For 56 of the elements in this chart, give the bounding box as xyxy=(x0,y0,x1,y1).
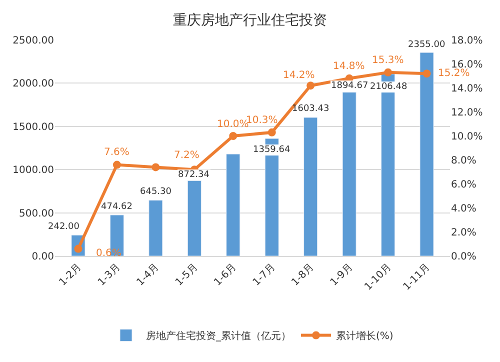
bar xyxy=(148,200,163,256)
y2-tick-label: 6.0% xyxy=(451,180,476,190)
legend-label: 累计增长(%) xyxy=(336,330,394,342)
y2-tick-label: 14.0% xyxy=(451,84,483,94)
legend-label: 房地产住宅投资_累计值（亿元） xyxy=(146,330,291,342)
y2-tick-label: 4.0% xyxy=(451,204,476,214)
data-label: 242.00 xyxy=(48,222,80,232)
point xyxy=(152,163,160,172)
data-label: 0.6% xyxy=(96,248,122,259)
chart-title: 重庆房地产行业住宅投资 xyxy=(173,12,327,28)
bar xyxy=(187,180,202,256)
x-tick-label: 1-2月 xyxy=(57,262,84,288)
y-tick-label: 2000.00 xyxy=(12,78,54,90)
y2-tick-label: 12.0% xyxy=(451,108,483,118)
y2-tick-label: 18.0% xyxy=(451,36,483,46)
x-tick-label: 1-6月 xyxy=(212,262,239,288)
point xyxy=(384,68,392,76)
bar xyxy=(420,52,434,256)
data-label: 10.0% xyxy=(217,119,249,130)
data-label: 1359.64 xyxy=(253,145,290,155)
x-tick-label: 1-9月 xyxy=(328,262,355,288)
x-tick-label: 1-3月 xyxy=(96,262,123,288)
data-label: 2106.48 xyxy=(370,82,408,92)
data-label: 1894.67 xyxy=(331,81,368,91)
y-tick-label: 1000.00 xyxy=(12,165,54,176)
point xyxy=(306,82,315,90)
bar xyxy=(304,117,318,256)
data-label: 7.6% xyxy=(104,147,130,158)
bar xyxy=(342,92,356,256)
y-tick-label: 1500.00 xyxy=(12,122,54,133)
y2-tick-label: 8.0% xyxy=(451,156,476,166)
data-label: 1603.43 xyxy=(292,104,330,114)
y-tick-label: 2500.00 xyxy=(12,36,54,46)
data-label: 474.62 xyxy=(101,202,132,212)
data-label: 7.2% xyxy=(174,150,200,161)
point xyxy=(422,70,431,78)
y2-tick-label: 2.0% xyxy=(451,228,476,238)
x-tick-label: 1-7月 xyxy=(251,262,278,288)
y2-tick-label: 0.0% xyxy=(451,252,476,262)
x-tick-label: 1-4月 xyxy=(134,262,162,288)
y-tick-label: 0.00 xyxy=(32,252,54,262)
point xyxy=(268,128,276,136)
y2-tick-label: 10.0% xyxy=(451,132,483,142)
data-label: 2355.00 xyxy=(408,40,446,50)
data-label: 14.8% xyxy=(333,61,365,72)
point xyxy=(229,132,238,140)
y-tick-label: 500.00 xyxy=(19,208,54,220)
data-label: 645.30 xyxy=(140,187,172,197)
bar xyxy=(226,154,240,256)
data-label: 14.2% xyxy=(283,70,315,81)
x-tick-label: 1-8月 xyxy=(290,262,316,288)
x-tick-label: 1-5月 xyxy=(174,262,200,288)
point xyxy=(112,160,121,169)
data-label: 872.34 xyxy=(178,170,210,180)
data-label: 15.2% xyxy=(438,68,470,79)
data-label: 15.3% xyxy=(372,55,404,66)
